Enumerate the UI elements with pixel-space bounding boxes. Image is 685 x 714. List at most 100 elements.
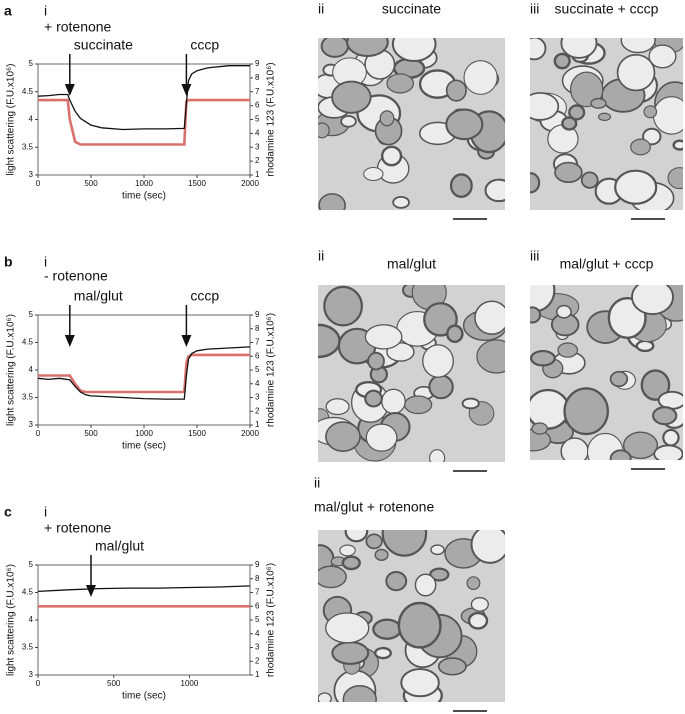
organelles [530, 38, 683, 210]
data-line [38, 353, 250, 394]
y2-tick-label: 3 [255, 393, 260, 402]
organelle [385, 570, 408, 592]
data-line [38, 98, 250, 146]
organelle [530, 306, 542, 324]
annotation-label: mal/glut [74, 288, 123, 304]
organelle [652, 406, 678, 426]
organelle [339, 544, 356, 557]
organelle [318, 565, 347, 589]
y2-tick-label: 8 [255, 574, 260, 583]
organelle [414, 573, 437, 597]
y2-tick-label: 5 [255, 365, 260, 374]
y2-axis-label: rhodamine 123 (F.U.x10⁶) [266, 313, 277, 427]
plot-frame [37, 564, 251, 676]
organelle [466, 576, 481, 590]
y-tick-label: 3 [29, 170, 34, 179]
organelle [392, 195, 410, 209]
organelle [422, 344, 454, 378]
y2-tick-label: 1 [255, 420, 260, 429]
micrograph [318, 530, 505, 702]
organelle [470, 597, 489, 612]
organelle [609, 449, 632, 460]
y2-tick-label: 7 [255, 338, 260, 347]
organelle [667, 167, 683, 190]
y2-tick-label: 7 [255, 87, 260, 96]
y-tick-label: 4.5 [22, 338, 34, 347]
y2-tick-label: 5 [255, 615, 260, 624]
organelle [331, 641, 370, 665]
y2-tick-label: 6 [255, 101, 260, 110]
organelle [614, 169, 658, 205]
annotation-label: cccp [190, 288, 219, 304]
y2-tick-label: 3 [255, 142, 260, 151]
x-axis-label: time (sec) [122, 191, 166, 202]
organelle [364, 324, 403, 350]
y2-tick-label: 6 [255, 601, 260, 610]
organelle [476, 339, 505, 374]
y-axis-label: light scattering (F.U.x10⁶) [6, 64, 17, 176]
organelle [380, 145, 403, 167]
x-axis-label: time (sec) [122, 441, 166, 452]
organelle [484, 178, 505, 203]
organelle [463, 60, 498, 95]
organelle [365, 423, 398, 452]
organelle [622, 431, 659, 460]
x-tick-label: 1000 [135, 429, 153, 438]
organelle [391, 38, 437, 63]
micrograph [530, 285, 683, 460]
y2-tick-label: 2 [255, 656, 260, 665]
x-tick-label: 1500 [188, 179, 206, 188]
organelle [364, 389, 383, 408]
organelle [556, 304, 572, 319]
annotation-label: cccp [190, 37, 219, 53]
organelle [653, 444, 683, 460]
organelle [372, 618, 402, 640]
x-tick-label: 0 [36, 679, 41, 688]
organelle [430, 544, 445, 556]
y2-tick-label: 8 [255, 324, 260, 333]
organelle [331, 80, 372, 114]
y2-tick-label: 2 [255, 406, 260, 415]
organelle [318, 193, 346, 210]
organelle [560, 38, 598, 59]
y-tick-label: 3 [29, 420, 34, 429]
organelle [428, 374, 454, 400]
organelle [429, 449, 446, 462]
y2-tick-label: 3 [255, 643, 260, 652]
x-tick-label: 0 [36, 179, 41, 188]
organelles [318, 38, 505, 210]
micrograph-label: iii [530, 1, 539, 17]
organelle [580, 171, 599, 189]
y-tick-label: 4.5 [22, 588, 34, 597]
organelle [553, 52, 571, 70]
micrograph [530, 38, 683, 210]
organelle [563, 387, 609, 436]
organelle [672, 139, 683, 151]
y2-tick-label: 6 [255, 351, 260, 360]
organelle [320, 38, 350, 58]
y2-tick-label: 1 [255, 170, 260, 179]
x-axis-label: time (sec) [122, 691, 166, 702]
annotation-label: mal/glut [95, 538, 144, 554]
organelle [346, 38, 389, 57]
y2-tick-label: 9 [255, 310, 260, 319]
organelle [400, 668, 440, 698]
y2-tick-label: 1 [255, 670, 260, 679]
organelle [323, 285, 363, 327]
panel-letter: a [4, 3, 12, 19]
y-tick-label: 4.5 [22, 87, 34, 96]
organelle [403, 395, 433, 415]
y2-tick-label: 4 [255, 629, 260, 638]
organelle [340, 115, 357, 128]
x-tick-label: 500 [84, 429, 98, 438]
y-tick-label: 5 [29, 560, 34, 569]
organelle [379, 110, 395, 127]
organelle [616, 53, 656, 92]
panel-label: i [44, 254, 47, 270]
organelle [397, 601, 442, 649]
panel-letter: b [4, 254, 13, 270]
organelle [560, 437, 589, 460]
y-tick-label: 3.5 [22, 393, 34, 402]
micrograph-title: mal/glut [387, 256, 436, 272]
chart-title: - rotenone [44, 268, 108, 284]
